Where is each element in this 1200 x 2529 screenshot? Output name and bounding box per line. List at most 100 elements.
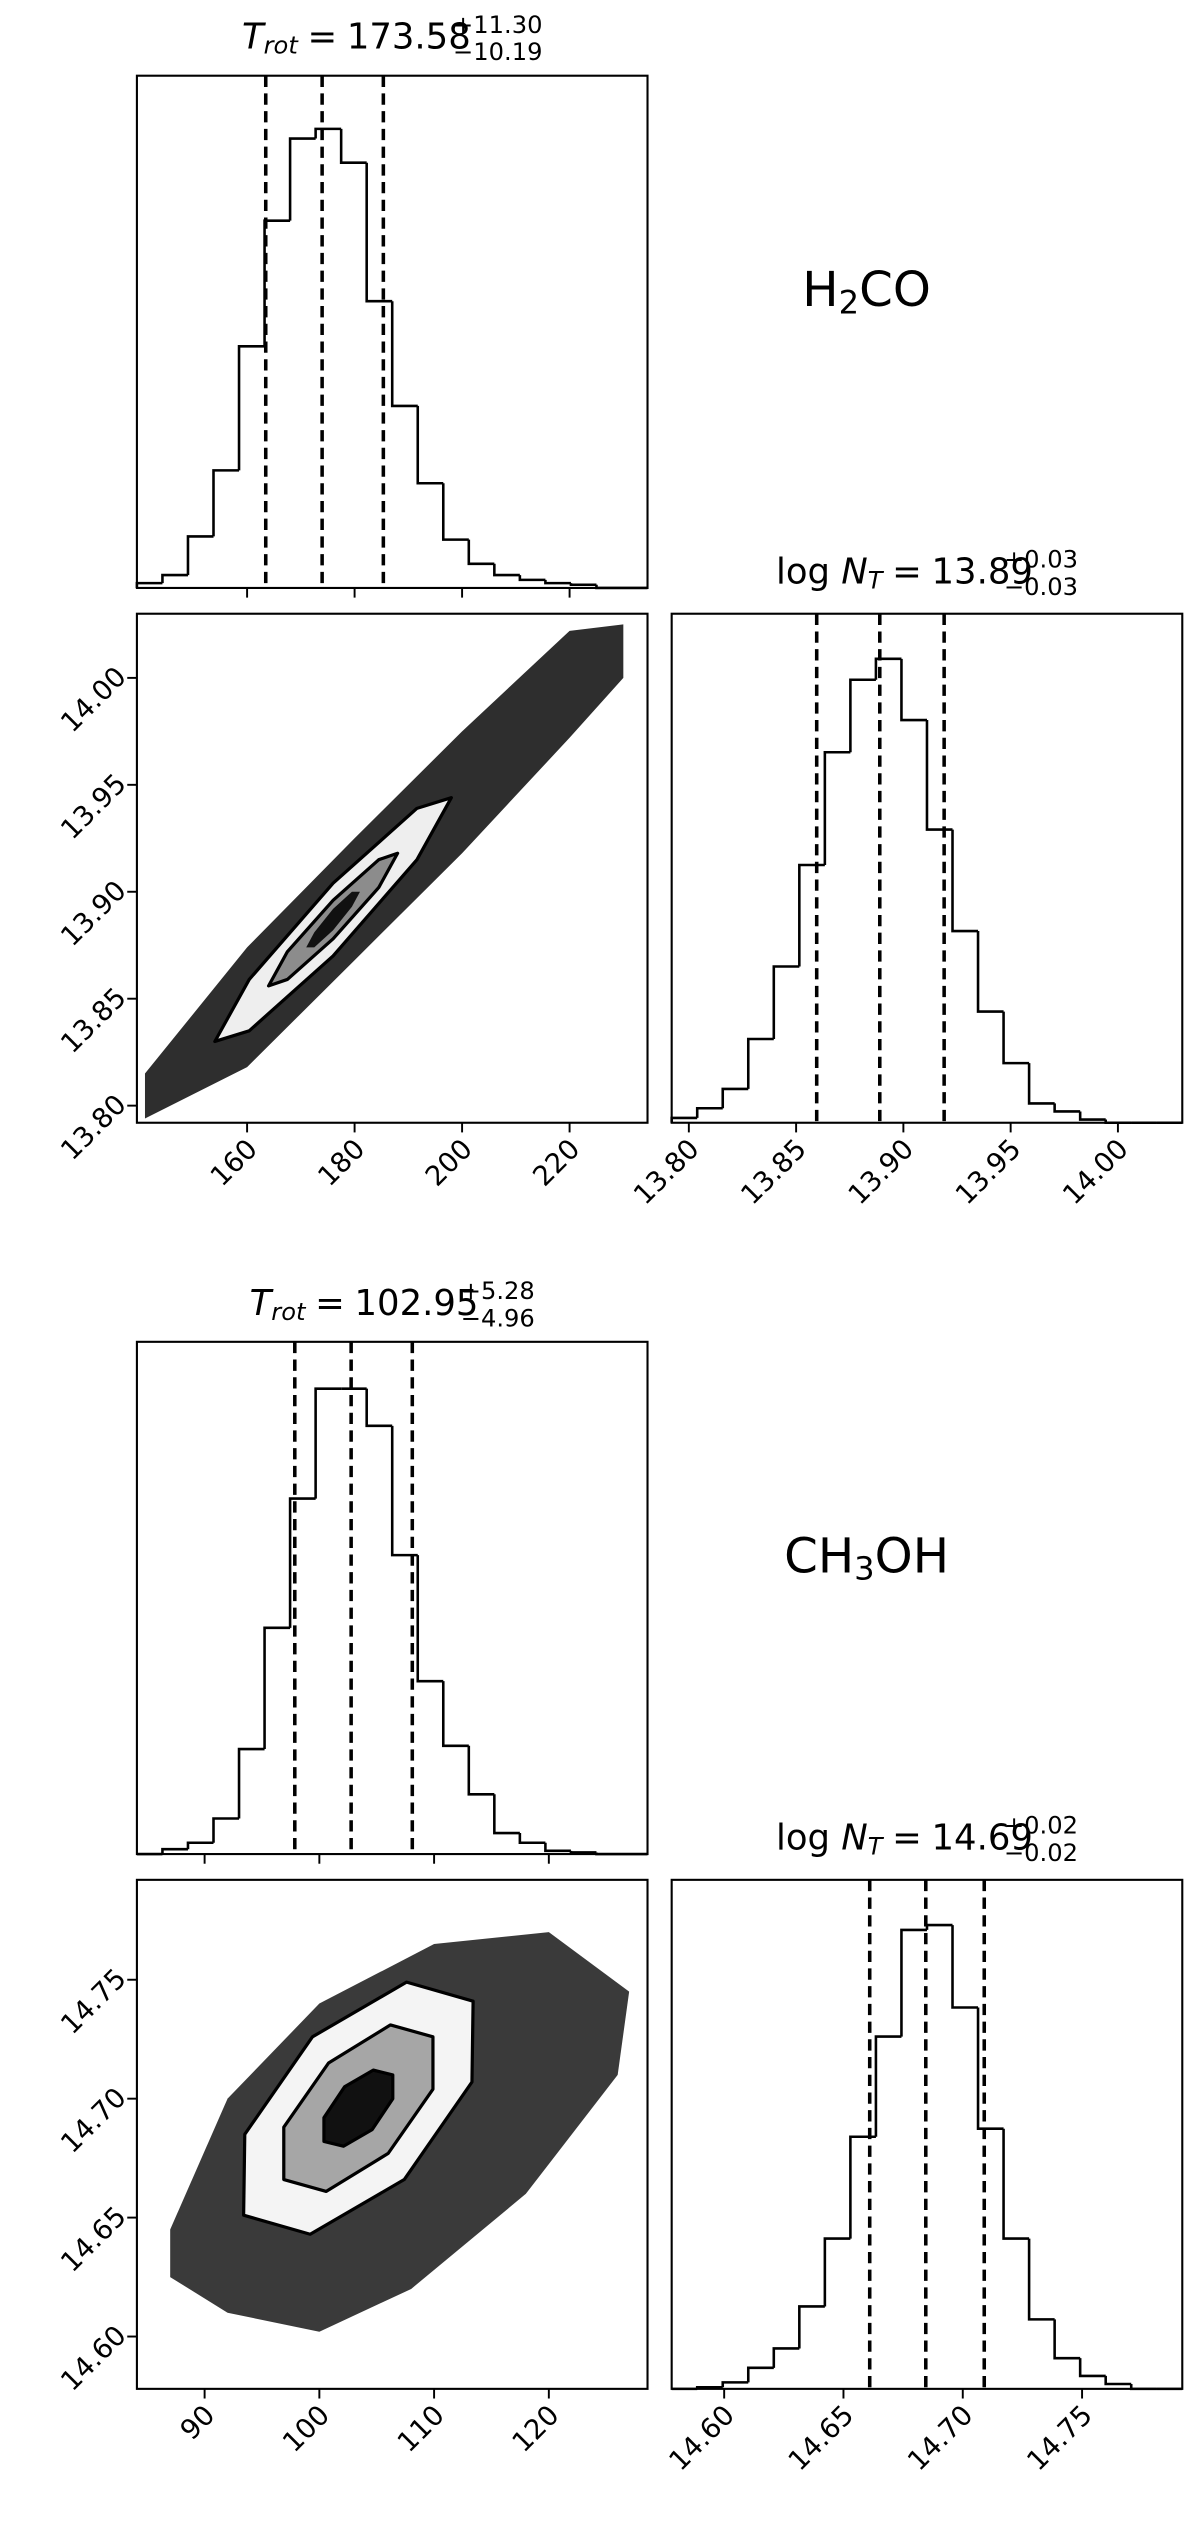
x-tick-label: 90 [175,2400,222,2447]
title-minus: −4.96 [461,1304,535,1332]
hist-bin [849,678,876,753]
title-plus: +11.30 [453,11,542,39]
panel-title: log NT = 13.89+0.03−0.03 [776,546,1078,601]
title-symbol-sub: T [868,567,885,595]
x-tick-label: 160 [205,1134,264,1193]
hist-bin [772,2347,800,2368]
hist-bin [1027,2238,1055,2321]
title-value: 14.69 [932,1818,1033,1859]
title-plus: +0.03 [1004,546,1078,574]
x-tick-label: 13.90 [843,1134,920,1211]
hist-bin [288,1497,316,1628]
hist-bin [1053,1103,1081,1113]
hist-bin [695,1106,723,1118]
hist-bin [212,1817,240,1843]
hist-bin [390,301,418,408]
title-plus: +5.28 [461,1277,535,1305]
panel-title: Trot = 102.95+5.28−4.96 [250,1277,535,1332]
panel-frame [135,612,649,1124]
title-symbol: N [841,551,867,592]
hist-bin [900,658,927,722]
y-tick-label: 14.65 [55,2201,132,2278]
hist-bin [135,581,163,588]
hist-bin [695,2385,723,2389]
title-symbol: T [242,17,266,58]
title-minus: −0.03 [1004,573,1078,601]
panel-frame [135,1878,649,2390]
x-tick-label: 14.70 [902,2400,979,2477]
hist-bin [314,1387,342,1499]
hist-bin [951,1925,979,2009]
title-plus: +0.02 [1004,1812,1078,1840]
hist-bin [721,1087,749,1109]
hist-bin [1002,2128,1030,2240]
x-tick-label: 180 [312,1134,371,1193]
hist-bin [339,128,367,164]
species-label-sub: 2 [839,283,859,321]
hist-bin [263,219,291,347]
density-level [322,2068,395,2148]
hist-bin [186,1841,214,1850]
hist-bin [1078,1111,1106,1121]
density-panel [144,624,624,1119]
title-symbol-sub: T [868,1833,885,1861]
hist-bin [746,2366,774,2383]
hist-bin [1104,2375,1132,2386]
species-label-sub: 3 [854,1550,874,1588]
hist-bin [823,750,851,866]
hist-bin [237,345,265,471]
species-label-part: OH [875,1528,949,1584]
y-tick-label: 14.60 [55,2320,132,2397]
title-prefix: log [776,551,830,592]
title-main: Trot = 173.58 [242,17,471,60]
hist-bin [441,483,469,541]
hist-bin [1129,2384,1157,2391]
y-tick-label: 14.75 [55,1963,132,2040]
y-tick-label: 13.90 [55,875,132,952]
hist-bin [288,137,316,221]
hist-bin [874,657,902,680]
hist-bin [544,1842,571,1853]
x-tick-label: 13.85 [735,1134,812,1211]
title-minus: −10.19 [453,38,542,66]
hist-bin [595,584,622,590]
hist-bin [493,1794,520,1835]
species-label-part: CO [859,262,931,318]
x-tick-label: 13.95 [950,1134,1027,1211]
hist-bin [798,863,825,967]
x-tick-label: 14.75 [1021,2400,1098,2477]
hist-bin [467,1745,495,1796]
title-relation: = [315,1283,345,1324]
title-main: log NT = 13.89 [776,551,1033,594]
hist-bin [416,1555,444,1683]
hist-bin [518,575,546,582]
title-value: 13.89 [932,551,1033,592]
title-minus: −0.02 [1004,1839,1078,1867]
x-tick-label: 14.65 [783,2400,860,2477]
title-value: 173.58 [347,17,471,58]
hist-bin [900,1928,927,2037]
hist-bin [925,720,953,831]
hist-bin [493,563,520,577]
hist-bin [237,1747,265,1819]
hist-bin [721,2381,749,2388]
x-tick-label: 200 [420,1134,479,1193]
x-tick-label: 220 [527,1134,586,1193]
panel-title: log NT = 14.69+0.02−0.02 [776,1812,1078,1867]
hist-bin [874,2035,902,2137]
hist-bin [365,1388,393,1428]
hist-bin [976,2007,1004,2130]
hist-bin [849,2135,876,2239]
y-tick-label: 14.00 [55,661,132,738]
hist-bin [441,1681,469,1748]
hist-bin [467,539,495,566]
hist-bin [263,1626,291,1750]
hist-bin [544,579,571,585]
x-tick-label: 14.00 [1057,1134,1134,1211]
title-relation: = [892,1818,922,1859]
title-symbol: T [250,1283,274,1324]
title-relation: = [892,551,922,592]
species-label: CH3OH [784,1528,949,1587]
x-tick-label: 110 [392,2400,451,2459]
y-tick-label: 13.95 [55,768,132,845]
